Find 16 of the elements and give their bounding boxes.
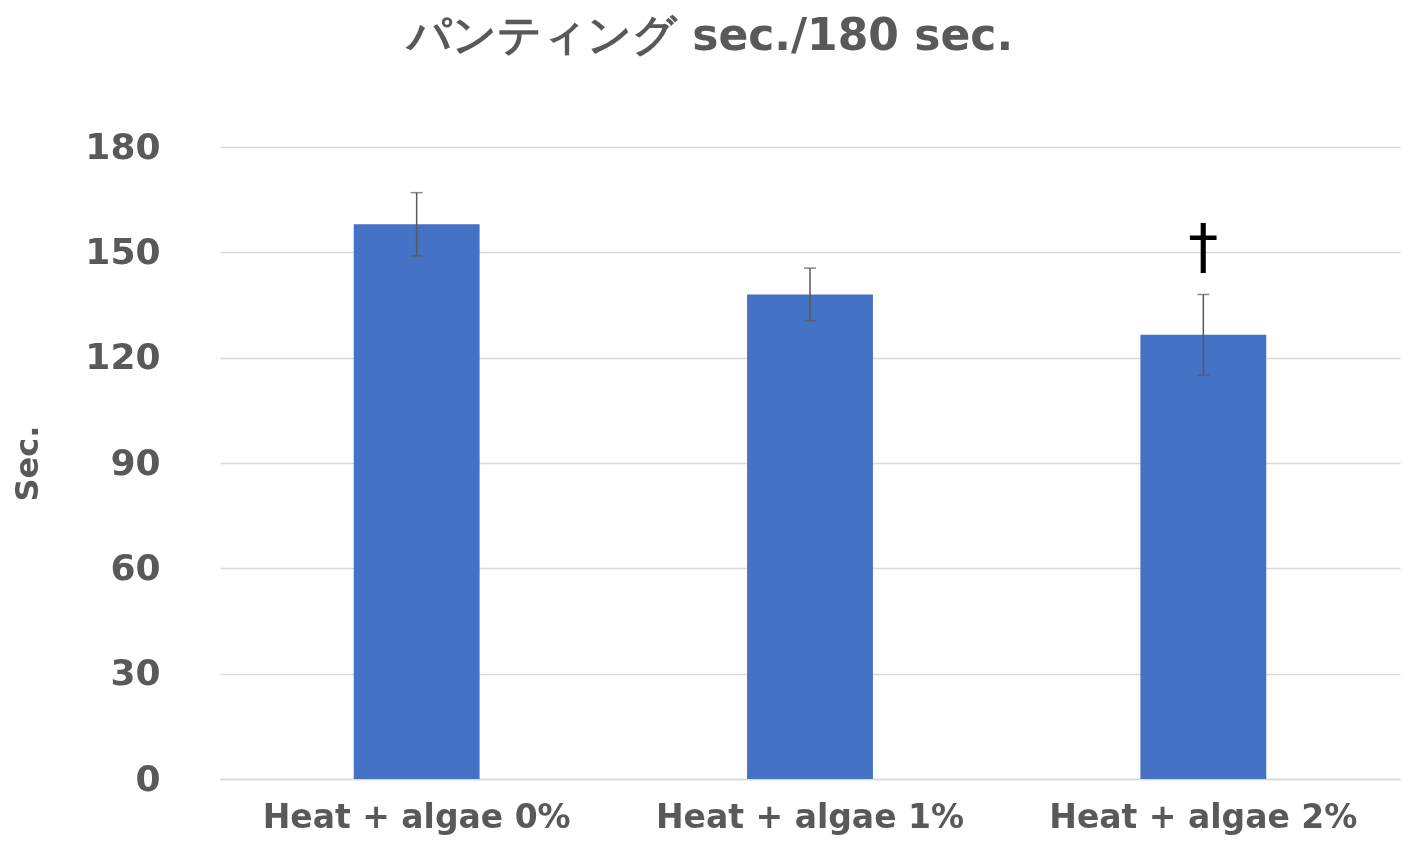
y-tick-label: 90 <box>110 441 161 483</box>
y-tick-label: 30 <box>110 652 161 694</box>
x-tick-label: Heat + algae 0% <box>262 796 571 836</box>
chart-title: パンティング sec./180 sec. <box>404 9 1014 60</box>
bar <box>1140 334 1267 779</box>
y-axis-title: Sec. <box>8 425 47 502</box>
y-tick-label: 180 <box>85 125 161 167</box>
x-tick-label: Heat + algae 1% <box>655 796 965 836</box>
y-tick-label: 120 <box>85 336 161 378</box>
bar <box>747 294 873 779</box>
y-tick-label: 150 <box>85 230 161 272</box>
bar <box>353 224 480 779</box>
y-tick-label: 0 <box>135 757 161 799</box>
x-tick-label: Heat + algae 2% <box>1049 796 1358 836</box>
annotation: † <box>1188 211 1219 282</box>
y-tick-label: 60 <box>110 546 161 588</box>
